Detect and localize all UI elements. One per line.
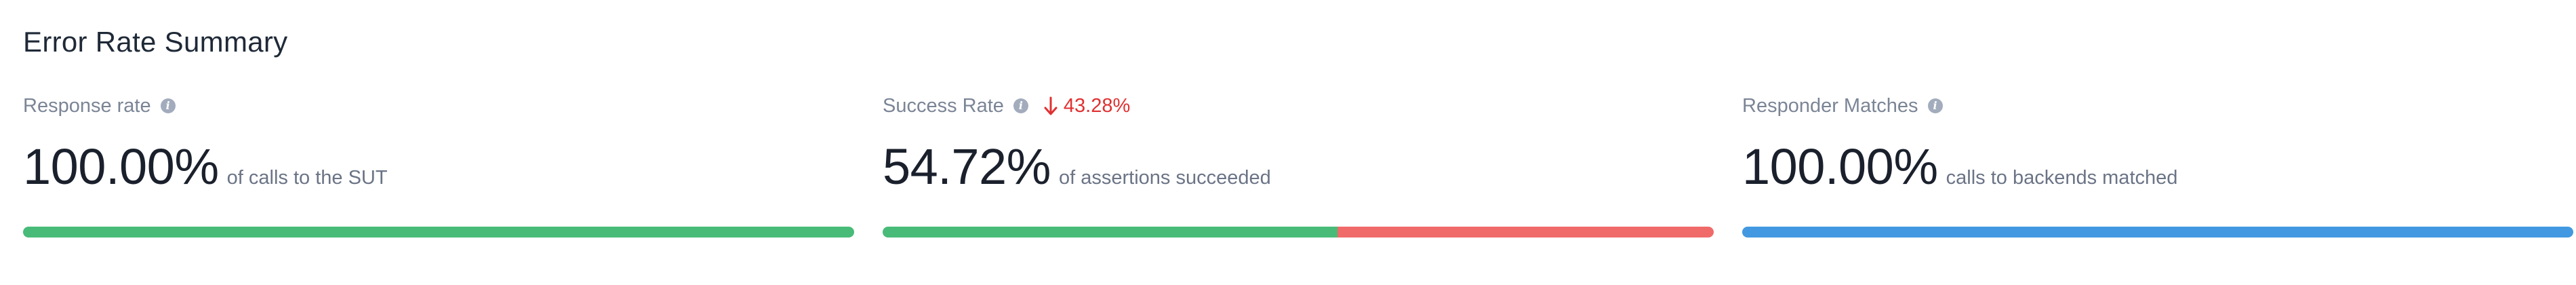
metric-card-responder-matches: Responder Matches i 100.00% calls to bac… (1742, 0, 2573, 285)
metric-value: 100.00% (23, 138, 219, 195)
progress-bar-fill (1742, 227, 2573, 238)
card-header: Responder Matches i (1742, 94, 1943, 118)
card-label: Success Rate (883, 95, 1004, 117)
card-header: Success Rate i 43.28% (883, 94, 1130, 118)
arrow-down-icon (1044, 96, 1058, 115)
metric-row: 54.72% of assertions succeeded (883, 138, 1271, 195)
metric-row: 100.00% of calls to the SUT (23, 138, 388, 195)
progress-bar-remainder (1337, 227, 1714, 238)
progress-bar (1742, 227, 2573, 238)
metric-value: 100.00% (1742, 138, 1938, 195)
metric-description: of assertions succeeded (1058, 167, 1271, 189)
metric-card-success-rate: Success Rate i 43.28% 54.72% of assertio… (883, 0, 1714, 285)
metric-card-response-rate: Response rate i 100.00% of calls to the … (23, 0, 854, 285)
progress-bar (883, 227, 1714, 238)
card-label: Response rate (23, 95, 151, 117)
metric-row: 100.00% calls to backends matched (1742, 138, 2177, 195)
metric-description: of calls to the SUT (226, 167, 388, 189)
progress-bar-fill (23, 227, 854, 238)
card-label: Responder Matches (1742, 95, 1918, 117)
metric-description: calls to backends matched (1946, 167, 2178, 189)
delta-indicator: 43.28% (1043, 94, 1130, 118)
info-icon[interactable]: i (160, 98, 176, 113)
delta-value: 43.28% (1063, 95, 1131, 117)
panel-title: Error Rate Summary (23, 26, 288, 58)
progress-bar (23, 227, 854, 238)
metric-value: 54.72% (883, 138, 1051, 195)
info-icon[interactable]: i (1013, 98, 1028, 113)
progress-bar-fill (883, 227, 1337, 238)
info-icon[interactable]: i (1927, 98, 1943, 113)
metric-cards: Response rate i 100.00% of calls to the … (23, 0, 2573, 285)
card-header: Response rate i (23, 94, 176, 118)
